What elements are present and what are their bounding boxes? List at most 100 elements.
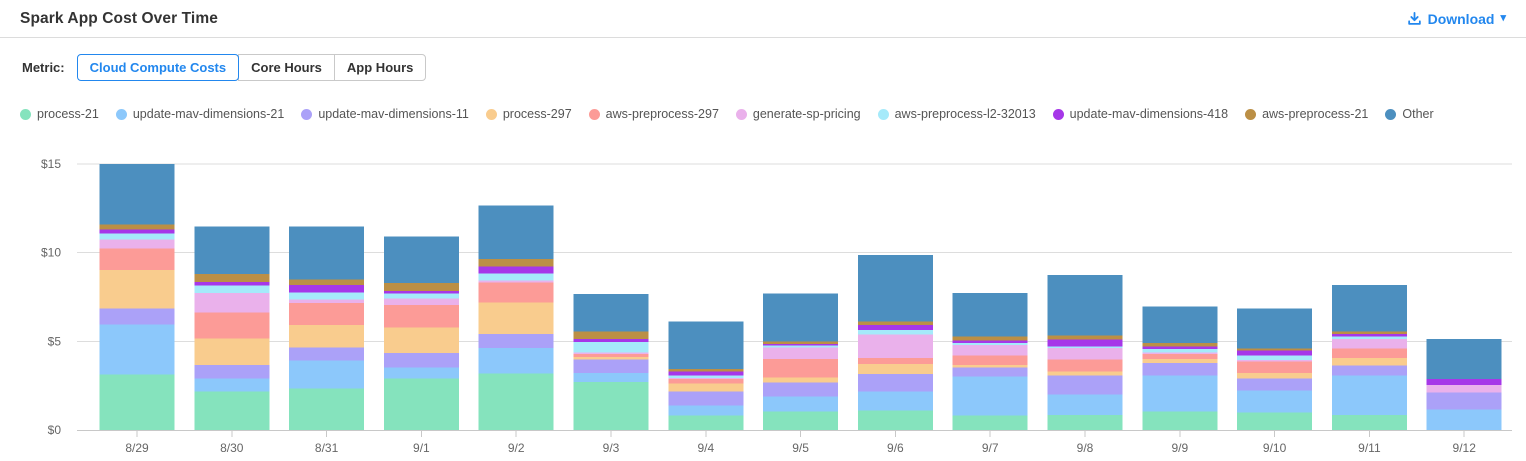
bar-segment-generate-sp-pricing-8-29[interactable] (99, 239, 175, 249)
bar-segment-generate-sp-pricing-9-10[interactable] (1237, 359, 1313, 362)
bar-segment-update-mav-dimensions-21-9-1[interactable] (383, 367, 459, 379)
bar-segment-update-mav-dimensions-11-9-2[interactable] (478, 334, 554, 349)
bar-segment-other-9-1[interactable] (383, 236, 459, 283)
bar-segment-aws-preprocess-21-8-29[interactable] (99, 224, 175, 230)
bar-segment-process-21-9-11[interactable] (1331, 414, 1407, 430)
bar-segment-update-mav-dimensions-21-8-31[interactable] (289, 360, 365, 389)
bar-segment-process-297-9-10[interactable] (1237, 373, 1313, 379)
bar-segment-generate-sp-pricing-9-12[interactable] (1426, 384, 1502, 393)
legend-item-update-mav-dimensions-21[interactable]: update-mav-dimensions-21 (115, 107, 284, 121)
bar-segment-aws-preprocess-21-9-2[interactable] (478, 259, 554, 267)
bar-segment-aws-preprocess-297-9-11[interactable] (1331, 348, 1407, 358)
bar-segment-update-mav-dimensions-418-9-2[interactable] (478, 266, 554, 274)
bar-segment-process-21-9-5[interactable] (763, 411, 839, 430)
bar-segment-aws-preprocess-297-9-9[interactable] (1142, 353, 1218, 360)
bar-segment-update-mav-dimensions-21-8-30[interactable] (194, 378, 270, 392)
bar-segment-aws-preprocess-297-8-30[interactable] (194, 312, 270, 339)
bar-segment-aws-preprocess-297-9-5[interactable] (763, 359, 839, 378)
bar-segment-other-9-3[interactable] (573, 293, 649, 332)
bar-segment-aws-preprocess-21-8-31[interactable] (289, 279, 365, 285)
bar-segment-update-mav-dimensions-11-9-6[interactable] (857, 373, 933, 392)
bar-segment-process-21-9-7[interactable] (952, 415, 1028, 430)
bar-segment-other-9-2[interactable] (478, 205, 554, 260)
bar-segment-update-mav-dimensions-418-9-7[interactable] (952, 340, 1028, 343)
bar-segment-update-mav-dimensions-21-9-9[interactable] (1142, 375, 1218, 412)
bar-segment-update-mav-dimensions-21-9-11[interactable] (1331, 375, 1407, 415)
bar-segment-aws-preprocess-21-9-7[interactable] (952, 336, 1028, 341)
bar-segment-other-9-7[interactable] (952, 292, 1028, 337)
legend-item-aws-preprocess-297[interactable]: aws-preprocess-297 (588, 107, 719, 121)
bar-segment-process-21-8-29[interactable] (99, 374, 175, 430)
bar-segment-update-mav-dimensions-418-9-1[interactable] (383, 290, 459, 294)
bar-segment-aws-preprocess-297-9-3[interactable] (573, 354, 649, 357)
bar-segment-update-mav-dimensions-11-9-11[interactable] (1331, 365, 1407, 376)
bar-segment-process-297-8-29[interactable] (99, 270, 175, 309)
bar-segment-update-mav-dimensions-418-8-30[interactable] (194, 281, 270, 286)
bar-segment-process-297-9-7[interactable] (952, 364, 1028, 368)
bar-segment-aws-preprocess-21-9-10[interactable] (1237, 348, 1313, 351)
bar-segment-aws-preprocess-297-9-7[interactable] (952, 355, 1028, 365)
bar-segment-update-mav-dimensions-11-9-4[interactable] (668, 391, 744, 406)
bar-segment-update-mav-dimensions-418-9-12[interactable] (1426, 378, 1502, 385)
bar-segment-process-21-9-8[interactable] (1047, 414, 1123, 430)
bar-segment-other-8-29[interactable] (99, 164, 175, 225)
bar-segment-other-9-6[interactable] (857, 254, 933, 322)
bar-segment-update-mav-dimensions-418-9-9[interactable] (1142, 346, 1218, 349)
bar-segment-process-21-9-1[interactable] (383, 378, 459, 430)
bar-segment-update-mav-dimensions-21-9-10[interactable] (1237, 390, 1313, 413)
bar-segment-aws-preprocess-297-9-1[interactable] (383, 304, 459, 328)
bar-segment-process-21-9-6[interactable] (857, 410, 933, 430)
bar-segment-update-mav-dimensions-418-9-10[interactable] (1237, 350, 1313, 356)
bar-segment-aws-preprocess-21-9-9[interactable] (1142, 342, 1218, 347)
bar-segment-process-297-9-5[interactable] (763, 377, 839, 383)
legend-item-other[interactable]: Other (1385, 107, 1434, 121)
bar-segment-update-mav-dimensions-418-9-11[interactable] (1331, 334, 1407, 337)
legend-item-process-21[interactable]: process-21 (20, 107, 99, 121)
bar-segment-aws-preprocess-l2-32013-9-3[interactable] (573, 342, 649, 353)
bar-segment-update-mav-dimensions-418-9-3[interactable] (573, 339, 649, 343)
bar-segment-process-21-9-2[interactable] (478, 373, 554, 430)
bar-segment-aws-preprocess-l2-32013-9-5[interactable] (763, 345, 839, 348)
bar-segment-aws-preprocess-21-9-6[interactable] (857, 321, 933, 326)
bar-segment-update-mav-dimensions-418-9-4[interactable] (668, 371, 744, 376)
bar-segment-generate-sp-pricing-9-8[interactable] (1047, 348, 1123, 360)
bar-segment-aws-preprocess-297-8-31[interactable] (289, 303, 365, 326)
bar-segment-aws-preprocess-21-9-3[interactable] (573, 331, 649, 340)
bar-segment-process-297-9-2[interactable] (478, 302, 554, 335)
bar-segment-generate-sp-pricing-9-7[interactable] (952, 345, 1028, 356)
metric-tab-app-hours[interactable]: App Hours (333, 54, 427, 81)
bar-segment-generate-sp-pricing-9-1[interactable] (383, 298, 459, 305)
bar-segment-update-mav-dimensions-11-9-3[interactable] (573, 359, 649, 373)
bar-segment-update-mav-dimensions-11-8-30[interactable] (194, 364, 270, 379)
bar-segment-aws-preprocess-297-9-2[interactable] (478, 282, 554, 303)
bar-segment-aws-preprocess-21-8-30[interactable] (194, 273, 270, 282)
download-button[interactable]: Download ▾ (1407, 11, 1506, 27)
bar-segment-update-mav-dimensions-21-9-12[interactable] (1426, 409, 1502, 430)
bar-segment-update-mav-dimensions-11-9-12[interactable] (1426, 392, 1502, 410)
bar-segment-other-9-10[interactable] (1237, 308, 1313, 349)
bar-segment-update-mav-dimensions-21-9-4[interactable] (668, 405, 744, 416)
legend-item-update-mav-dimensions-418[interactable]: update-mav-dimensions-418 (1052, 107, 1228, 121)
bar-segment-process-297-9-6[interactable] (857, 364, 933, 374)
legend-item-aws-preprocess-l2-32013[interactable]: aws-preprocess-l2-32013 (877, 107, 1036, 121)
bar-segment-aws-preprocess-21-9-4[interactable] (668, 369, 744, 372)
bar-segment-process-297-9-1[interactable] (383, 327, 459, 354)
bar-segment-update-mav-dimensions-11-9-9[interactable] (1142, 362, 1218, 376)
legend-item-update-mav-dimensions-11[interactable]: update-mav-dimensions-11 (301, 107, 469, 121)
bar-segment-update-mav-dimensions-11-9-8[interactable] (1047, 375, 1123, 395)
bar-segment-update-mav-dimensions-21-8-29[interactable] (99, 324, 175, 375)
bar-segment-update-mav-dimensions-418-8-31[interactable] (289, 284, 365, 293)
bar-segment-aws-preprocess-297-9-8[interactable] (1047, 359, 1123, 372)
bar-segment-update-mav-dimensions-21-9-6[interactable] (857, 391, 933, 411)
legend-item-generate-sp-pricing[interactable]: generate-sp-pricing (735, 107, 861, 121)
bar-segment-generate-sp-pricing-9-5[interactable] (763, 347, 839, 360)
bar-segment-process-21-9-9[interactable] (1142, 411, 1218, 430)
bar-segment-update-mav-dimensions-11-9-7[interactable] (952, 367, 1028, 377)
bar-segment-generate-sp-pricing-9-11[interactable] (1331, 339, 1407, 349)
bar-segment-generate-sp-pricing-9-9[interactable] (1142, 352, 1218, 354)
bar-segment-generate-sp-pricing-9-4[interactable] (668, 378, 744, 379)
bar-segment-process-21-8-30[interactable] (194, 391, 270, 430)
bar-segment-process-297-9-9[interactable] (1142, 359, 1218, 363)
bar-segment-aws-preprocess-l2-32013-9-7[interactable] (952, 342, 1028, 346)
bar-segment-aws-preprocess-21-9-1[interactable] (383, 282, 459, 291)
